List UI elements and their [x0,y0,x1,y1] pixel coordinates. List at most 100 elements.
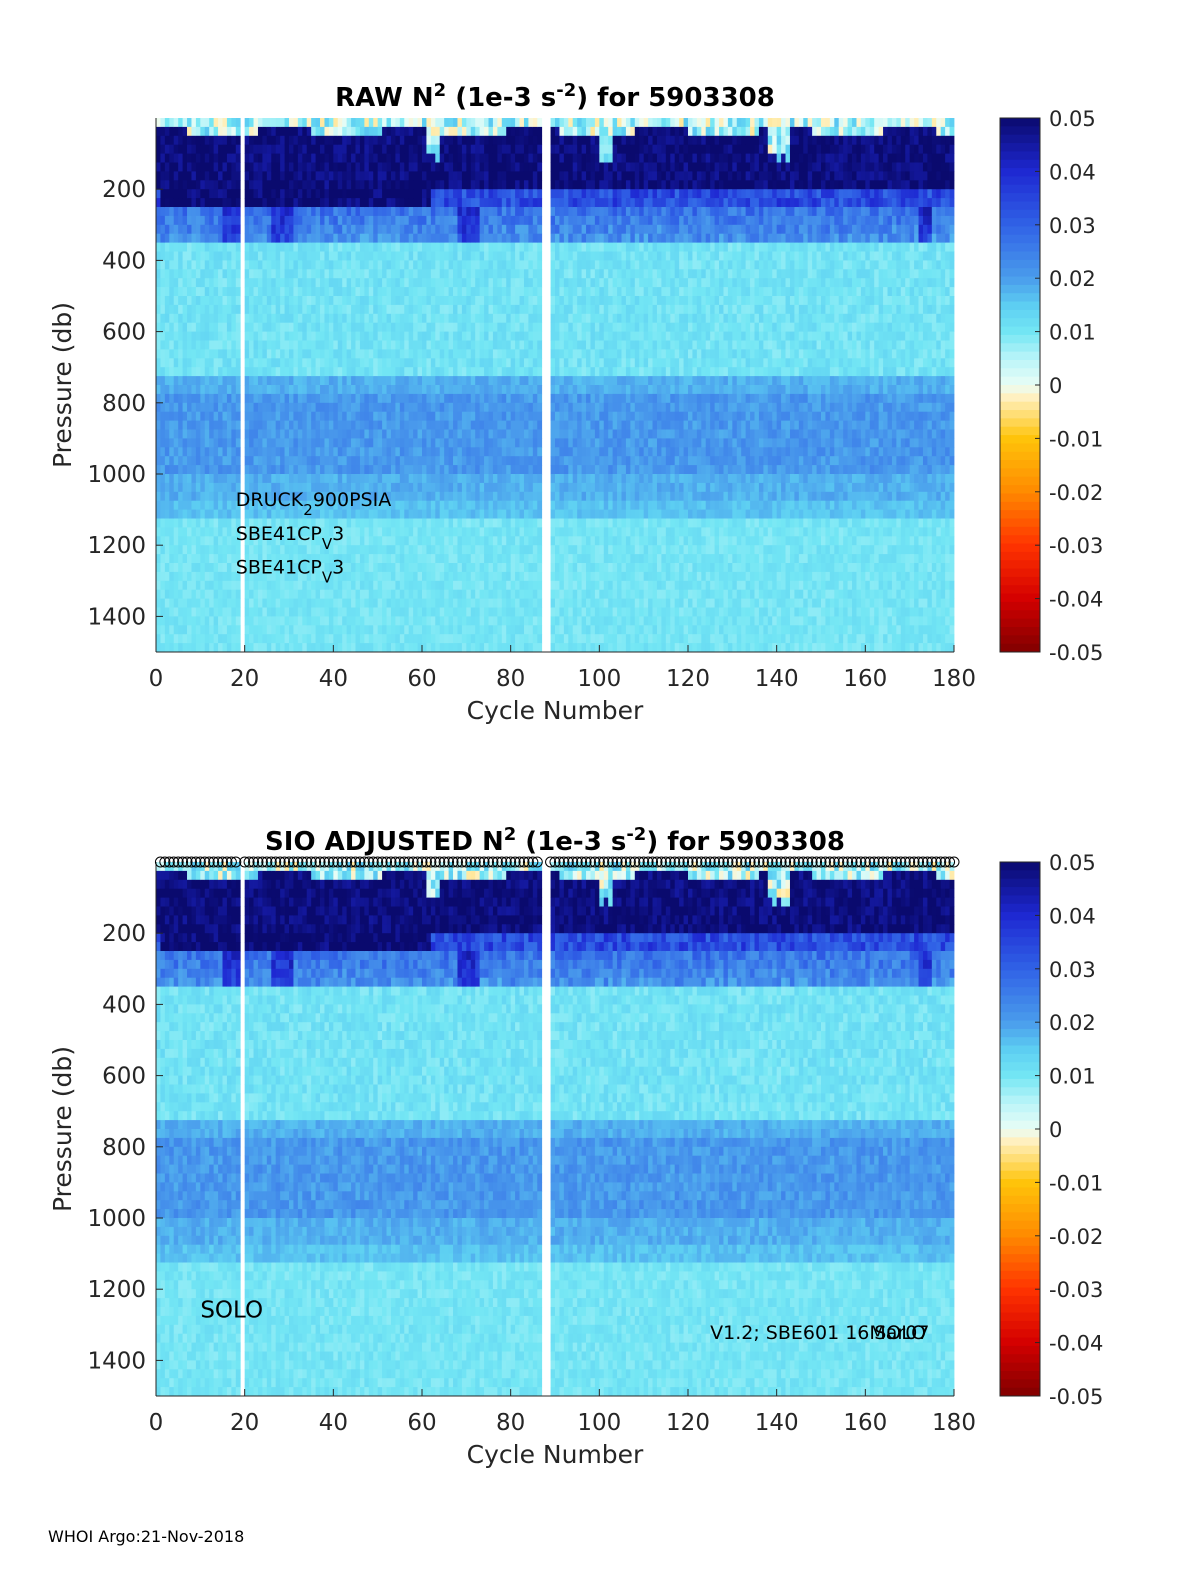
heatmap-cell [466,367,471,376]
heatmap-cell [426,367,431,376]
heatmap-cell [316,634,321,643]
heatmap-cell [169,189,174,198]
heatmap-cell [426,180,431,189]
heatmap-cell [267,252,272,261]
heatmap-cell [227,145,232,154]
heatmap-cell [422,376,427,385]
heatmap-cell [369,314,374,323]
heatmap-cell [156,430,161,439]
heatmap-cell [169,145,174,154]
heatmap-cell [457,180,462,189]
heatmap-cell [320,234,325,243]
heatmap-cell [356,563,361,572]
heatmap-cell [404,430,409,439]
heatmap-cell [502,625,507,634]
heatmap-cell [227,492,232,501]
heatmap-cell [369,243,374,252]
heatmap-cell [475,438,480,447]
heatmap-cell [369,207,374,216]
heatmap-cell [382,358,387,367]
heatmap-cell [329,216,334,225]
heatmap-cell [444,465,449,474]
heatmap-cell [462,456,467,465]
heatmap-cell [285,385,290,394]
heatmap-cell [524,171,529,180]
heatmap-cell [298,394,303,403]
heatmap-cell [497,154,502,163]
heatmap-cell [183,234,188,243]
heatmap-cell [360,171,365,180]
heatmap-cell [178,154,183,163]
heatmap-cell [475,394,480,403]
heatmap-cell [435,367,440,376]
heatmap-cell [183,189,188,198]
heatmap-cell [347,225,352,234]
heatmap-cell [236,412,241,421]
heatmap-cell [471,163,476,172]
heatmap-cell [333,421,338,430]
heatmap-cell [378,198,383,207]
heatmap-cell [480,563,485,572]
heatmap-cell [395,234,400,243]
heatmap-cell [471,189,476,198]
heatmap-cell [373,171,378,180]
heatmap-cell [249,323,254,332]
heatmap-cell [302,118,307,127]
heatmap-cell [444,563,449,572]
heatmap-cell [298,287,303,296]
heatmap-cell [214,260,219,269]
heatmap-cell [307,287,312,296]
heatmap-cell [426,572,431,581]
heatmap-cell [360,519,365,528]
heatmap-cell [316,430,321,439]
heatmap-cell [214,563,219,572]
heatmap-cell [218,296,223,305]
heatmap-cell [231,634,236,643]
heatmap-cell [457,519,462,528]
heatmap-cell [515,180,520,189]
heatmap-cell [422,616,427,625]
heatmap-cell [404,527,409,536]
heatmap-cell [187,412,192,421]
heatmap-cell [214,483,219,492]
heatmap-cell [169,385,174,394]
heatmap-cell [364,599,369,608]
heatmap-cell [231,127,236,136]
heatmap-cell [227,412,232,421]
heatmap-cell [285,438,290,447]
heatmap-cell [426,554,431,563]
heatmap-cell [236,305,241,314]
heatmap-cell [413,154,418,163]
heatmap-cell [431,243,436,252]
heatmap-cell [307,625,312,634]
heatmap-cell [316,625,321,634]
heatmap-cell [449,581,454,590]
heatmap-cell [444,412,449,421]
heatmap-cell [515,563,520,572]
heatmap-cell [404,456,409,465]
heatmap-cell [453,403,458,412]
heatmap-cell [333,296,338,305]
heatmap-cell [205,510,210,519]
heatmap-cell [431,634,436,643]
heatmap-cell [218,252,223,261]
heatmap-cell [156,385,161,394]
heatmap-cell [271,332,276,341]
heatmap-cell [475,545,480,554]
heatmap-cell [338,243,343,252]
heatmap-cell [511,501,516,510]
heatmap-cell [298,608,303,617]
heatmap-cell [298,349,303,358]
heatmap-cell [205,189,210,198]
heatmap-cell [236,225,241,234]
heatmap-cell [502,616,507,625]
heatmap-cell [183,127,188,136]
heatmap-cell [258,341,263,350]
heatmap-cell [391,510,396,519]
heatmap-cell [316,243,321,252]
heatmap-cell [409,341,414,350]
heatmap-cell [254,163,259,172]
heatmap-cell [360,608,365,617]
heatmap-cell [418,376,423,385]
heatmap-cell [449,341,454,350]
